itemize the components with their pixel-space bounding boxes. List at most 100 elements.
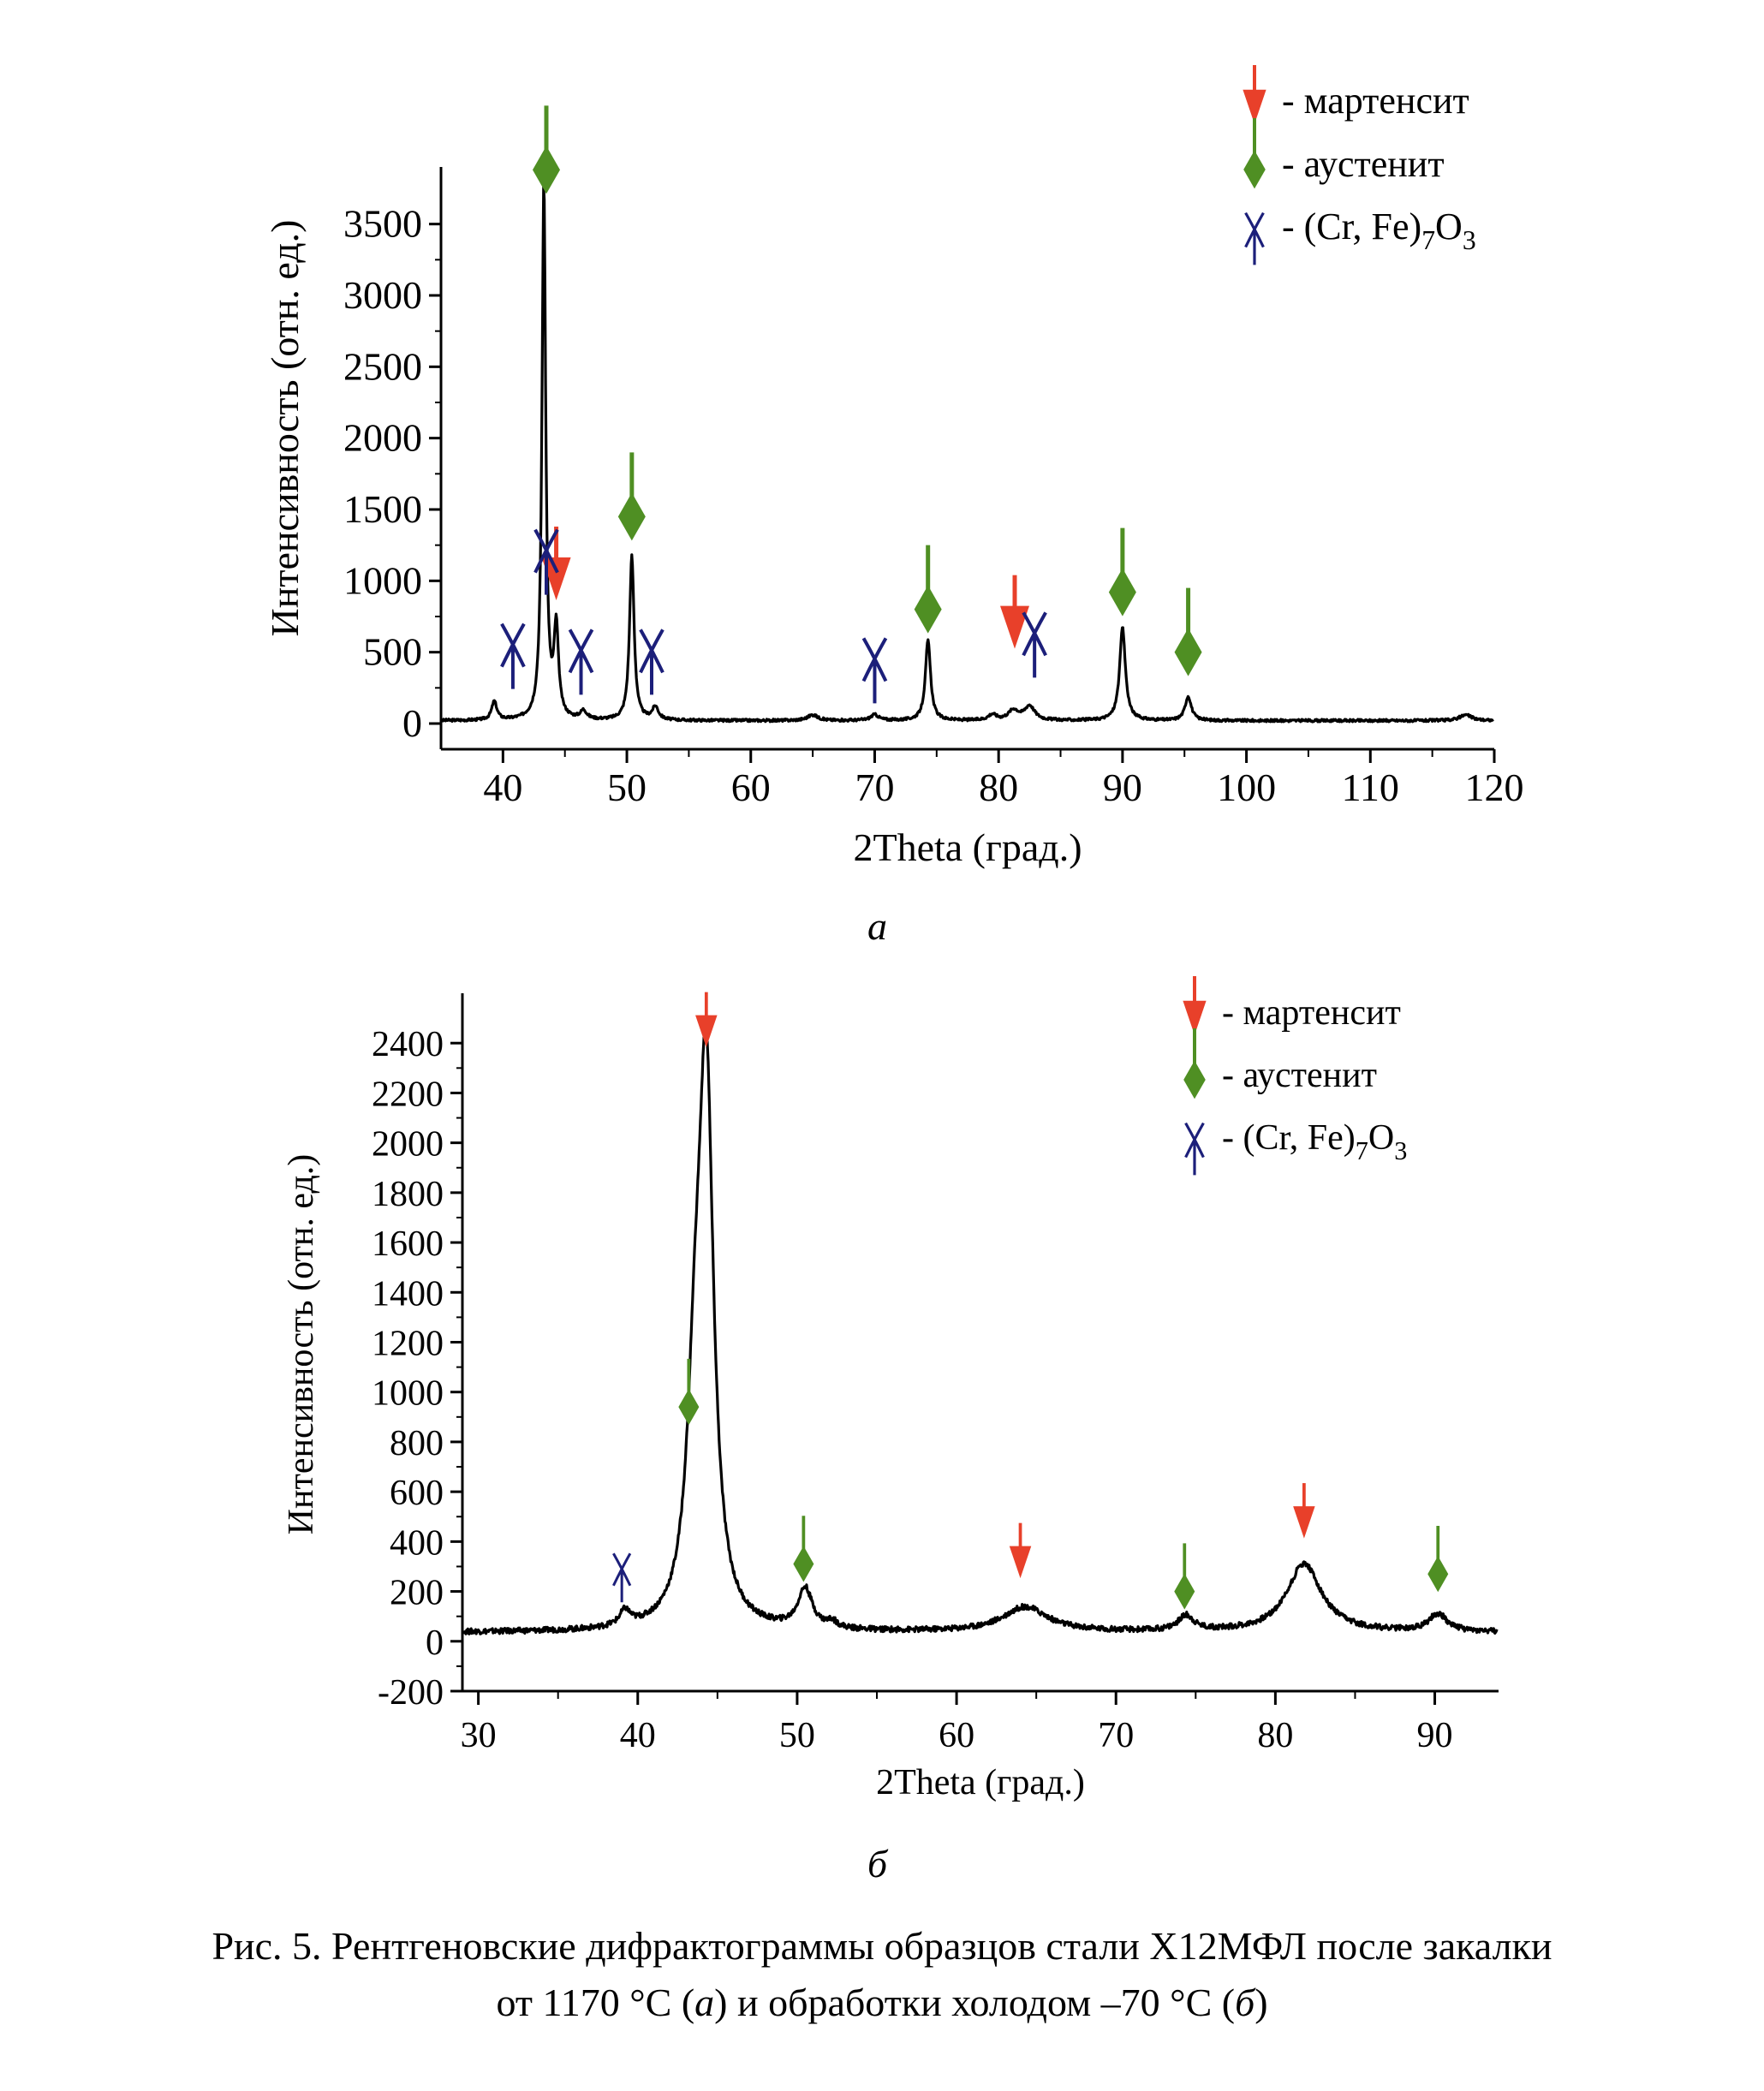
y-tick-label: 0 xyxy=(402,701,422,745)
peak-marker-oxide xyxy=(1022,611,1047,678)
austenite-diamond-icon xyxy=(1243,150,1266,189)
oxide-cross-icon xyxy=(1022,611,1047,678)
legend-martensite: - мартенсит xyxy=(1183,976,1401,1035)
austenite-diamond-icon xyxy=(1174,1573,1195,1610)
legend-oxide-symbol xyxy=(1244,211,1265,265)
x-tick-label: 90 xyxy=(1417,1716,1453,1755)
peak-marker-martensite xyxy=(695,992,718,1048)
peak-marker-martensite xyxy=(1009,1522,1032,1579)
oxide-cross-icon xyxy=(1244,211,1265,265)
y-tick-label: 2200 xyxy=(372,1075,444,1114)
peak-marker-oxide xyxy=(639,628,664,695)
legend-oxide: - (Cr, Fe)7O3 xyxy=(1184,1118,1407,1176)
peak-marker-austenite xyxy=(1108,527,1136,617)
austenite-diamond-icon xyxy=(914,585,942,634)
panel-label-b: б xyxy=(867,1842,888,1885)
y-tick-label: 1400 xyxy=(372,1274,444,1314)
peak-marker-austenite xyxy=(1174,1543,1195,1610)
legend-oxide-label: - (Cr, Fe)7O3 xyxy=(1222,1118,1407,1165)
figure-caption-line1: Рис. 5. Рентгеновские дифрактограммы обр… xyxy=(212,1924,1552,1968)
martensite-arrow-icon xyxy=(1293,1506,1315,1539)
x-tick-label: 120 xyxy=(1465,766,1524,809)
peak-marker-oxide xyxy=(533,528,559,595)
x-tick-label: 40 xyxy=(483,766,522,809)
y-tick-label: 3000 xyxy=(343,273,422,317)
martensite-arrow-icon xyxy=(1243,89,1266,124)
diffraction-pattern-line xyxy=(441,184,1494,724)
oxide-cross-icon xyxy=(533,528,559,595)
oxide-cross-icon xyxy=(861,637,888,704)
austenite-diamond-icon xyxy=(1427,1556,1449,1593)
oxide-cross-icon xyxy=(1184,1122,1205,1176)
oxide-cross-icon xyxy=(568,628,594,695)
y-tick-label: 1000 xyxy=(372,1374,444,1414)
austenite-diamond-icon xyxy=(617,492,646,541)
x-tick-label: 60 xyxy=(731,766,771,809)
x-tick-label: 40 xyxy=(620,1716,656,1755)
x-tick-label: 90 xyxy=(1103,766,1142,809)
austenite-diamond-icon xyxy=(1183,1060,1206,1099)
legend-martensite-symbol xyxy=(1183,976,1207,1035)
x-tick-label: 30 xyxy=(461,1716,497,1755)
legend-oxide-label: - (Cr, Fe)7O3 xyxy=(1282,206,1476,255)
x-tick-label: 60 xyxy=(939,1716,974,1755)
y-tick-label: 1500 xyxy=(343,487,422,531)
legend-austenite: - аустенит xyxy=(1243,118,1445,189)
austenite-diamond-icon xyxy=(1108,568,1136,617)
peak-marker-austenite xyxy=(1174,587,1202,676)
austenite-diamond-icon xyxy=(533,146,560,194)
panel-label-a: а xyxy=(867,904,887,948)
y-tick-label: 2500 xyxy=(343,344,422,388)
y-tick-label: 3500 xyxy=(343,202,422,246)
austenite-diamond-icon xyxy=(793,1546,814,1582)
legend: - мартенсит - аустенит - (Cr, Fe)7O3 xyxy=(1243,65,1476,265)
martensite-arrow-icon xyxy=(695,1015,718,1048)
peak-marker-oxide xyxy=(861,637,888,704)
figure-caption-line2: от 1170 °С (а) и обработки холодом –70 °… xyxy=(496,1981,1268,2024)
legend-austenite-symbol xyxy=(1183,1028,1206,1099)
chart-panel-0: 0 500 1000 1500 2000 2500 3000 3500 40 50 60 70 80 90… xyxy=(263,65,1524,869)
oxide-cross-icon xyxy=(500,623,526,689)
y-tick-label: 1600 xyxy=(372,1224,444,1264)
y-tick-label: 1000 xyxy=(343,558,422,602)
martensite-arrow-icon xyxy=(1009,1546,1032,1579)
x-tick-label: 50 xyxy=(779,1716,815,1755)
legend-austenite: - аустенит xyxy=(1183,1028,1377,1099)
y-tick-label: 2000 xyxy=(372,1125,444,1165)
legend: - мартенсит - аустенит - (Cr, Fe)7O3 xyxy=(1183,976,1407,1176)
legend-martensite-label: - мартенсит xyxy=(1222,993,1401,1033)
y-tick-label: 400 xyxy=(390,1523,444,1563)
martensite-arrow-icon xyxy=(541,557,571,600)
y-tick-label: 600 xyxy=(390,1474,444,1513)
legend-martensite-label: - мартенсит xyxy=(1282,80,1469,122)
x-tick-label: 110 xyxy=(1342,766,1399,809)
peak-marker-austenite xyxy=(533,105,560,194)
austenite-diamond-icon xyxy=(1174,628,1202,676)
peak-marker-austenite xyxy=(1427,1525,1449,1593)
peak-marker-austenite xyxy=(793,1516,814,1582)
x-tick-label: 80 xyxy=(979,766,1018,809)
x-tick-label: 70 xyxy=(1098,1716,1134,1755)
x-tick-label: 70 xyxy=(855,766,894,809)
legend-martensite: - мартенсит xyxy=(1243,65,1469,124)
y-tick-label: 0 xyxy=(426,1623,444,1663)
y-axis-label: Интенсивность (отн. ед.) xyxy=(263,220,307,637)
legend-oxide: - (Cr, Fe)7O3 xyxy=(1244,206,1476,265)
legend-austenite-symbol xyxy=(1243,118,1266,189)
y-tick-label: 1800 xyxy=(372,1175,444,1214)
x-tick-label: 100 xyxy=(1217,766,1276,809)
y-tick-label: 200 xyxy=(390,1574,444,1613)
x-tick-label: 80 xyxy=(1257,1716,1293,1755)
diffraction-pattern-line xyxy=(462,1023,1499,1635)
legend-austenite-label: - аустенит xyxy=(1282,143,1445,185)
peak-marker-martensite xyxy=(1293,1483,1315,1539)
peak-marker-oxide xyxy=(500,623,526,689)
austenite-diamond-icon xyxy=(678,1389,700,1426)
peak-marker-austenite xyxy=(914,545,942,634)
x-axis-label: 2Theta (град.) xyxy=(853,825,1082,869)
chart-panel-1: -200 0 200 400 600 800 1000 1200 1400 1600 1800 200… xyxy=(282,976,1499,1802)
legend-austenite-label: - аустенит xyxy=(1222,1056,1377,1095)
y-tick-label: 500 xyxy=(363,630,422,674)
peak-marker-austenite xyxy=(678,1358,700,1426)
